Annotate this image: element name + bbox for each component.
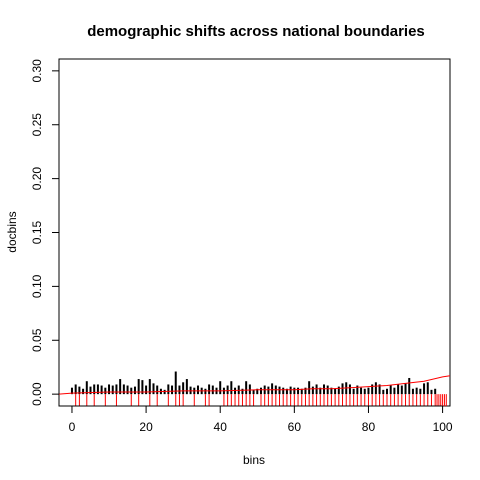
chart-title: demographic shifts across national bound…	[87, 23, 425, 40]
y-tick-label: 0.00	[30, 382, 44, 406]
y-tick-label: 0.10	[30, 274, 44, 298]
x-axis: 0 20 40 60 80 100	[69, 405, 453, 434]
y-tick-label: 0.05	[30, 328, 44, 352]
bars-layer	[70, 371, 437, 395]
rug-layer	[75, 394, 447, 407]
y-axis: 0.00 0.05 0.10 0.15 0.20 0.25 0.30	[30, 59, 60, 406]
smooth-curve-line	[58, 375, 451, 395]
y-tick-label: 0.20	[30, 167, 44, 191]
x-tick-label: 100	[433, 420, 453, 434]
x-tick-label: 80	[362, 420, 376, 434]
y-tick-label: 0.30	[30, 59, 44, 83]
x-axis-label: bins	[243, 453, 265, 467]
x-tick-label: 40	[214, 420, 228, 434]
plot-area-frame	[58, 58, 451, 407]
y-axis-label: docbins	[5, 211, 19, 252]
x-tick-label: 60	[288, 420, 302, 434]
y-tick-label: 0.25	[30, 113, 44, 137]
x-tick-label: 0	[69, 420, 76, 434]
y-tick-label: 0.15	[30, 220, 44, 244]
x-tick-label: 20	[139, 420, 153, 434]
